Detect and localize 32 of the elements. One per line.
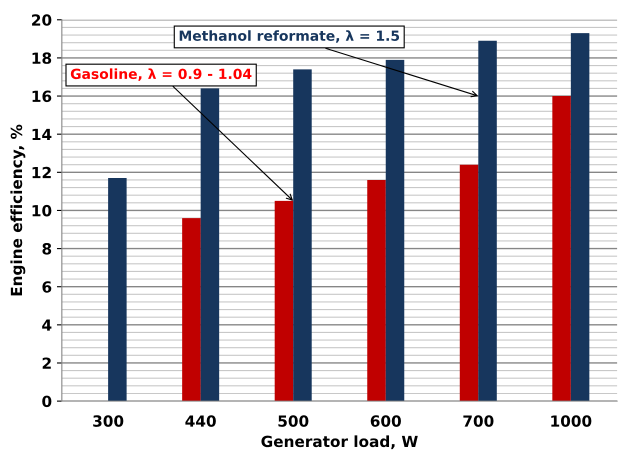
x-tick-label: 300 xyxy=(93,415,124,427)
bar xyxy=(182,218,201,402)
bar xyxy=(274,200,294,402)
x-tick-label: 500 xyxy=(278,415,308,427)
bar xyxy=(108,178,127,402)
x-tick-label: 1000 xyxy=(551,415,592,427)
y-tick-label: 4 xyxy=(42,320,52,331)
annotation: Gasoline, λ = 0.9 - 1.04 xyxy=(70,68,252,81)
bar xyxy=(570,33,590,402)
y-tick-label: 2 xyxy=(42,357,51,369)
annotation: Methanol reformate, λ = 1.5 xyxy=(180,30,400,43)
bar xyxy=(200,88,220,402)
y-tick-label: 20 xyxy=(32,14,52,26)
bar xyxy=(293,69,312,402)
y-tick-label: 16 xyxy=(32,90,52,102)
x-tick-label: 440 xyxy=(185,415,216,427)
y-tick-label: 18 xyxy=(32,52,52,64)
bar xyxy=(460,164,478,402)
bar xyxy=(367,180,386,402)
bar xyxy=(478,40,497,402)
y-tick-label: 8 xyxy=(42,243,52,255)
bar xyxy=(552,96,571,402)
x-tick-label: 600 xyxy=(370,415,401,427)
bar xyxy=(386,60,404,402)
y-axis-title: Engine efficiency, % xyxy=(10,124,26,296)
y-tick-label: 6 xyxy=(42,281,52,293)
y-tick-label: 0 xyxy=(42,396,52,408)
y-tick-label: 12 xyxy=(32,166,51,178)
x-tick-label: 700 xyxy=(463,415,494,427)
y-tick-label: 14 xyxy=(32,128,52,140)
x-axis-title: Generator load, W xyxy=(261,435,418,450)
y-tick-label: 10 xyxy=(32,204,52,216)
